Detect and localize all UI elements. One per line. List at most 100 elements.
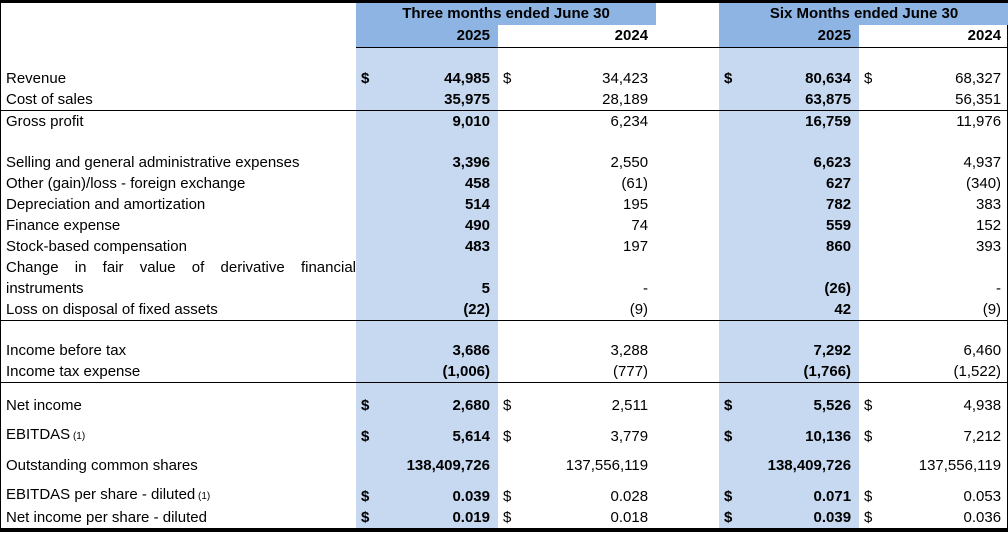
column-gap (656, 416, 719, 424)
value-2024-h: 4,938 (963, 396, 1002, 414)
dollar-sign-2025-q (356, 235, 378, 257)
dollar-sign-2024-q: $ (503, 427, 512, 445)
dollar-sign-2025-h: $ (719, 506, 742, 528)
value-2024-h: - (996, 279, 1002, 297)
value-2025-h (741, 319, 860, 340)
dollar-sign-2024-h (859, 236, 881, 257)
dollar-sign-2025-q (356, 88, 378, 110)
table-row: Revenue $44,985 $34,423 $80,634 $68,327 (1, 67, 1008, 89)
dollar-sign-2024-h (859, 476, 881, 484)
value-2024-h: 383 (976, 195, 1002, 213)
column-gap (656, 299, 719, 321)
value-2024-q: 28,189 (602, 90, 649, 108)
value-2024-q: 195 (623, 195, 649, 213)
value-2024-h: 0.053 (963, 487, 1002, 505)
column-gap (656, 395, 719, 416)
dollar-sign-2025-q: $ (356, 394, 378, 416)
dollar-sign-2024-q (498, 416, 520, 424)
value-2025-h (741, 446, 860, 455)
value-2024-q (520, 476, 656, 484)
value-2024-h: (1,522) (953, 363, 1002, 380)
value-2024-q: 74 (631, 216, 649, 234)
dollar-sign-2024-q (498, 455, 520, 476)
header-label-spacer (1, 25, 356, 48)
table-row: Finance expense 490 74 559 152 (1, 214, 1008, 236)
footnote-ref: (1) (195, 490, 211, 502)
value-2024-h (881, 382, 1008, 395)
column-gap (656, 173, 719, 194)
value-2025-q: 5,614 (378, 423, 498, 447)
dollar-sign-2024-q (498, 236, 520, 257)
dollar-sign-2024-q (498, 257, 520, 299)
dollar-sign-2025-q (356, 193, 378, 215)
value-2025-q: 490 (378, 214, 498, 236)
value-2025-h: 5,526 (741, 394, 860, 416)
column-gap (656, 484, 719, 507)
dollar-sign-2024-q (498, 48, 520, 68)
spacer-row (1, 382, 1008, 395)
dollar-sign-2024-h (859, 382, 882, 395)
value-2024-q (520, 319, 657, 340)
row-label: Revenue (6, 69, 67, 87)
value-2024-h: 68,327 (955, 69, 1002, 87)
dollar-sign-2025-h: $ (719, 483, 742, 507)
value-2024-h: 393 (976, 237, 1002, 255)
dollar-sign-2025-q (356, 382, 378, 395)
group-gap (656, 3, 719, 25)
column-gap (656, 447, 719, 455)
dollar-sign-2024-q (498, 215, 520, 236)
column-gap (656, 424, 719, 447)
table-row: Income before tax 3,686 3,288 7,292 6,460 (1, 340, 1008, 361)
column-gap (656, 194, 719, 215)
dollar-sign-2025-h: $ (719, 67, 742, 89)
table-row: Change in fair value of derivative finan… (1, 256, 1008, 299)
value-2025-h: 782 (741, 193, 860, 215)
dollar-sign-2024-q (498, 109, 520, 132)
row-label: Finance expense (6, 216, 121, 234)
row-label: Loss on disposal of fixed assets (6, 300, 218, 318)
dollar-sign-2025-q (356, 454, 378, 476)
dollar-sign-2024-h (859, 109, 882, 132)
spacer-row (1, 475, 1008, 484)
dollar-sign-2025-q: $ (356, 506, 378, 528)
value-2024-h (881, 48, 1008, 68)
dollar-sign-2024-q: $ (503, 487, 512, 505)
row-label: Cost of sales (6, 90, 93, 108)
dollar-sign-2024-h (859, 48, 881, 68)
dollar-sign-2024-h: $ (864, 69, 873, 87)
row-label: Change in fair value of derivative finan… (6, 258, 356, 297)
spacer-row (1, 47, 1008, 68)
column-gap (656, 361, 719, 383)
dollar-sign-2025-h (719, 319, 742, 340)
dollar-sign-2025-q (356, 446, 378, 455)
value-2024-q: 197 (623, 237, 649, 255)
row-label (1, 132, 356, 152)
dollar-sign-2024-h (859, 299, 881, 321)
value-2025-h: 42 (741, 298, 860, 320)
row-label: Selling and general administrative expen… (6, 153, 300, 171)
value-2024-q (520, 382, 657, 395)
spacer-row (1, 131, 1008, 152)
column-gap (656, 236, 719, 257)
value-2025-q (378, 475, 498, 484)
dollar-sign-2025-h (719, 193, 742, 215)
row-label (1, 319, 356, 340)
dollar-sign-2025-q (356, 109, 378, 132)
value-2024-h: 0.036 (963, 508, 1002, 526)
dollar-sign-2024-q: $ (503, 508, 512, 526)
value-2024-h: 4,937 (963, 153, 1002, 171)
table-row: Gross profit 9,010 6,234 16,759 11,976 (1, 109, 1008, 132)
value-2024-h (881, 476, 1008, 484)
dollar-sign-2024-h (859, 340, 881, 361)
dollar-sign-2024-q (498, 173, 520, 194)
row-label: Net income per share - diluted (6, 508, 207, 526)
row-label: EBITDAS per share - diluted (1) (6, 485, 211, 503)
value-2025-h: 138,409,726 (741, 454, 860, 476)
dollar-sign-2024-h (859, 173, 881, 194)
dollar-sign-2025-h (719, 109, 742, 132)
dollar-sign-2024-q: $ (503, 69, 512, 87)
footnote-ref: (1) (70, 430, 86, 442)
dollar-sign-2025-q (356, 319, 378, 340)
group-title-six-months: Six Months ended June 30 (719, 3, 1008, 25)
row-label: Gross profit (1, 109, 356, 132)
